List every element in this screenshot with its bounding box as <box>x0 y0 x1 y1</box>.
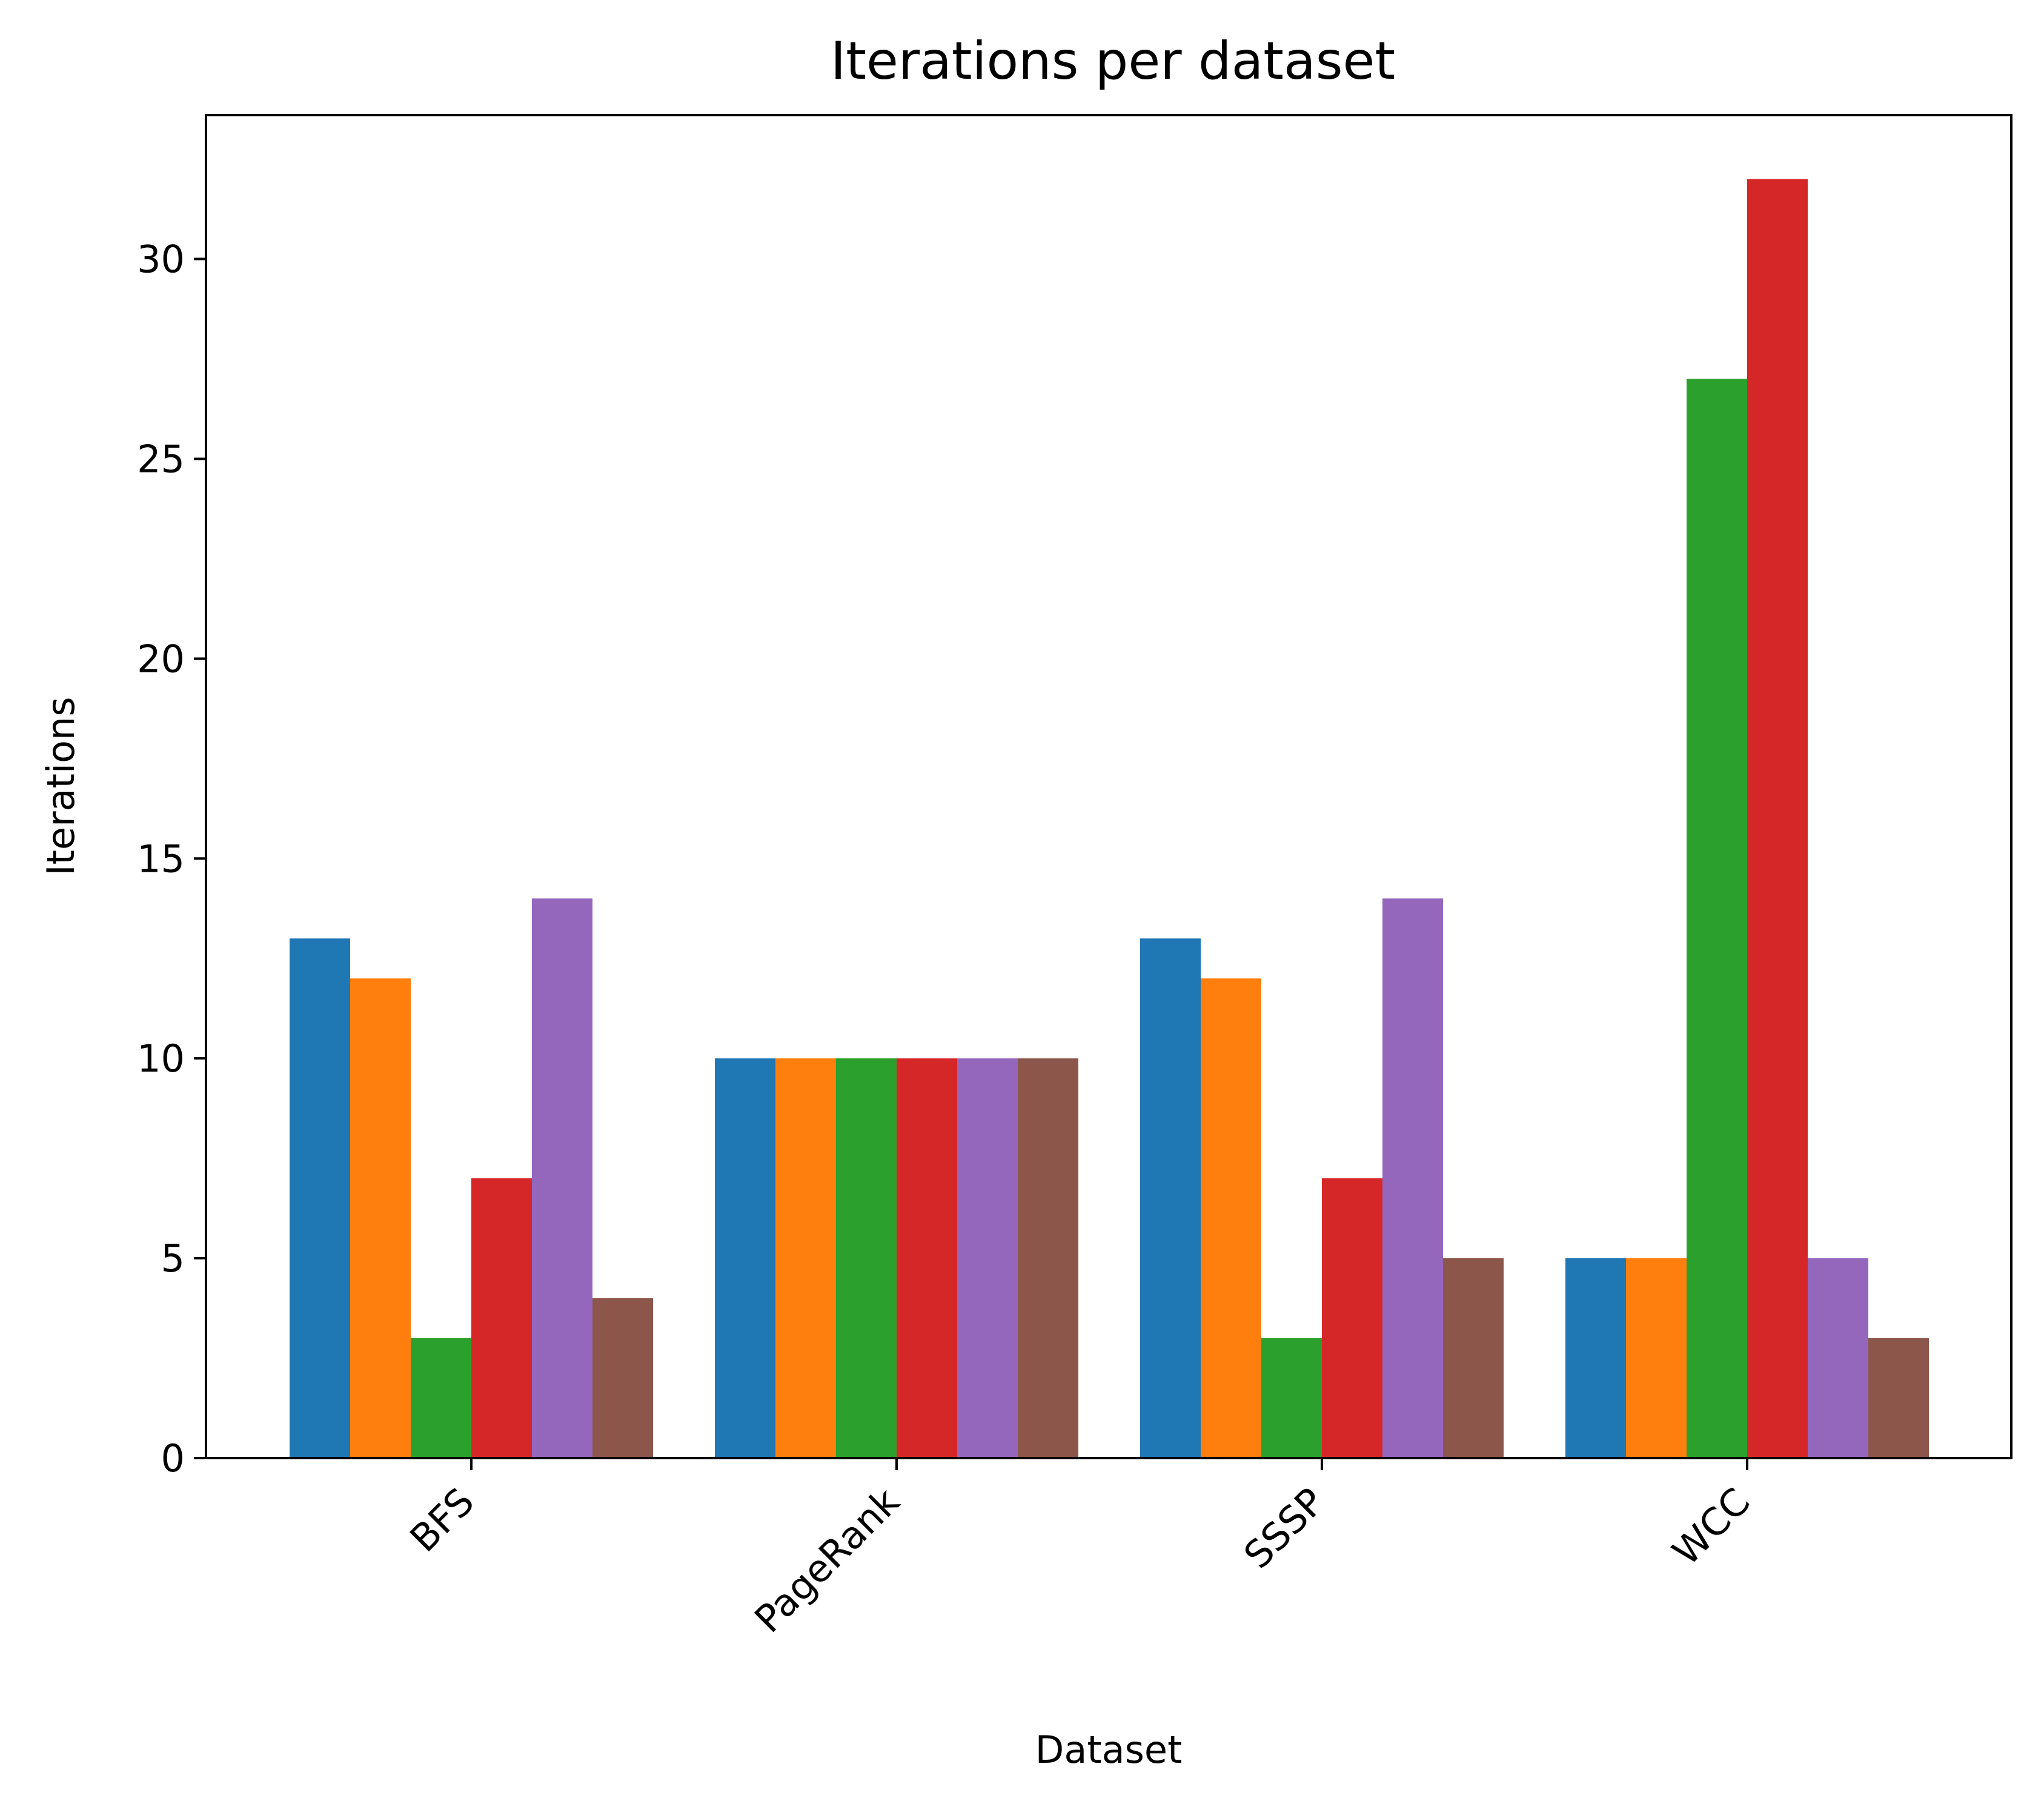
bar-pagerank-series-1 <box>715 1058 775 1458</box>
bar-bfs-series-4 <box>471 1178 532 1458</box>
y-axis-label: Iterations <box>39 697 83 875</box>
plot-area-frame <box>205 114 2012 1459</box>
y-tick-label: 25 <box>137 437 185 481</box>
bar-sssp-series-2 <box>1201 978 1261 1458</box>
bar-pagerank-series-3 <box>836 1058 897 1458</box>
x-axis: BFS PageRank SSSP WCC <box>402 1458 1759 1641</box>
x-tick-label-pagerank: PageRank <box>746 1479 908 1641</box>
bar-wcc-series-5 <box>1808 1258 1868 1458</box>
y-tick-label: 20 <box>137 637 185 681</box>
x-tick-label-wcc: WCC <box>1664 1479 1758 1574</box>
bar-sssp-series-1 <box>1140 938 1201 1458</box>
y-tick-label: 5 <box>161 1236 185 1281</box>
bar-bfs-series-3 <box>411 1338 471 1458</box>
bar-wcc-series-4 <box>1747 179 1808 1458</box>
y-tick-label: 15 <box>137 837 185 881</box>
bar-pagerank-series-2 <box>775 1058 836 1458</box>
bar-pagerank-series-6 <box>1018 1058 1078 1458</box>
bar-pagerank-series-5 <box>957 1058 1018 1458</box>
y-tick-label: 30 <box>137 237 185 282</box>
chart-title: Iterations per dataset <box>831 31 1395 91</box>
bar-wcc-series-3 <box>1687 379 1747 1458</box>
bar-wcc-series-6 <box>1868 1338 1929 1458</box>
x-axis-label: Dataset <box>1035 1728 1183 1772</box>
bar-pagerank-series-4 <box>897 1058 957 1458</box>
y-axis: 0 5 10 15 20 25 30 <box>137 237 206 1480</box>
x-tick-label-sssp: SSSP <box>1235 1479 1333 1577</box>
bar-bfs-series-6 <box>592 1298 653 1458</box>
bar-sssp-series-5 <box>1382 898 1443 1458</box>
y-tick-label: 10 <box>137 1036 185 1081</box>
bar-wcc-series-2 <box>1626 1258 1687 1458</box>
bar-sssp-series-4 <box>1322 1178 1382 1458</box>
bar-sssp-series-3 <box>1261 1338 1322 1458</box>
bar-sssp-series-6 <box>1443 1258 1504 1458</box>
bar-wcc-series-1 <box>1565 1258 1626 1458</box>
bar-bfs-series-2 <box>350 978 411 1458</box>
bar-bfs-series-1 <box>290 938 350 1458</box>
x-tick-label-bfs: BFS <box>402 1479 483 1560</box>
bars-group <box>290 179 1929 1458</box>
y-tick-label: 0 <box>161 1436 185 1480</box>
bar-bfs-series-5 <box>532 898 592 1458</box>
